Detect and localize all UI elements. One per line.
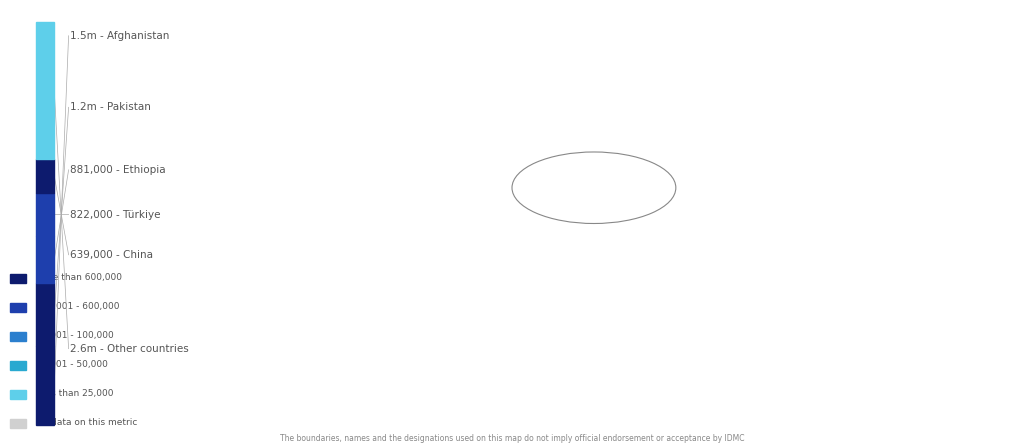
Bar (36, 346, 54, 425)
Bar (36, 236, 54, 283)
Bar (10, 332, 26, 341)
Bar (36, 283, 54, 346)
Text: The boundaries, names and the designations used on this map do not imply officia: The boundaries, names and the designatio… (280, 434, 744, 443)
Text: 639,000 - China: 639,000 - China (70, 250, 153, 260)
Bar (36, 159, 54, 193)
Bar (36, 22, 54, 159)
Bar (36, 193, 54, 236)
Bar (10, 390, 26, 399)
Bar (10, 361, 26, 370)
Bar (10, 274, 26, 283)
Text: 822,000 - Türkiye: 822,000 - Türkiye (70, 210, 160, 219)
Text: 25,001 - 50,000: 25,001 - 50,000 (36, 360, 108, 369)
Text: 2.6m - Other countries: 2.6m - Other countries (70, 344, 188, 354)
Text: 100,001 - 600,000: 100,001 - 600,000 (36, 302, 120, 311)
Text: More than 600,000: More than 600,000 (36, 273, 122, 282)
Text: 1.5m - Afghanistan: 1.5m - Afghanistan (70, 31, 169, 41)
Text: 1.2m - Pakistan: 1.2m - Pakistan (70, 102, 151, 112)
Bar (10, 303, 26, 312)
Text: 50,001 - 100,000: 50,001 - 100,000 (36, 331, 114, 340)
Text: No data on this metric: No data on this metric (36, 418, 137, 427)
Text: 881,000 - Ethiopia: 881,000 - Ethiopia (70, 165, 165, 175)
Bar (10, 419, 26, 428)
Text: Less than 25,000: Less than 25,000 (36, 389, 114, 398)
